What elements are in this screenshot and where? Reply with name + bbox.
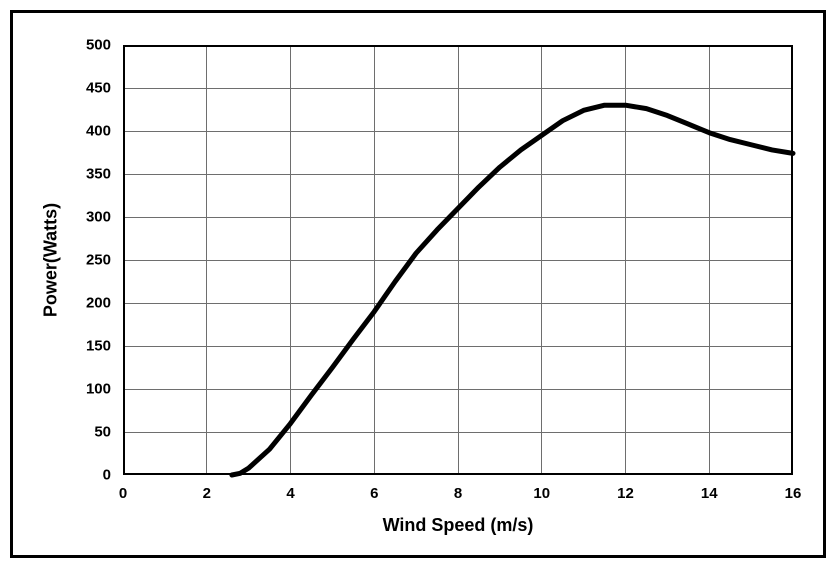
y-tick-label: 150: [86, 338, 111, 355]
x-tick-label: 10: [533, 485, 550, 502]
x-tick-label: 12: [617, 485, 634, 502]
y-tick-label: 350: [86, 166, 111, 183]
x-tick-label: 2: [203, 485, 211, 502]
x-tick-label: 6: [370, 485, 378, 502]
y-tick-label: 0: [103, 467, 111, 484]
x-tick-label: 0: [119, 485, 127, 502]
power-curve: [123, 45, 793, 475]
y-tick-label: 250: [86, 252, 111, 269]
y-tick-label: 400: [86, 123, 111, 140]
x-tick-label: 8: [454, 485, 462, 502]
y-tick-label: 200: [86, 295, 111, 312]
y-tick-label: 500: [86, 37, 111, 54]
x-axis-label: Wind Speed (m/s): [383, 515, 534, 536]
y-axis-label: Power(Watts): [41, 203, 62, 317]
y-tick-label: 450: [86, 80, 111, 97]
x-tick-label: 16: [785, 485, 802, 502]
y-tick-label: 50: [94, 424, 111, 441]
y-tick-label: 100: [86, 381, 111, 398]
plot-area: [123, 45, 793, 475]
x-tick-label: 4: [286, 485, 294, 502]
chart-frame: Wind Speed (m/s) Power(Watts) 0 2 4 6 8 10 12 1…: [10, 10, 826, 558]
x-tick-label: 14: [701, 485, 718, 502]
y-tick-label: 300: [86, 209, 111, 226]
